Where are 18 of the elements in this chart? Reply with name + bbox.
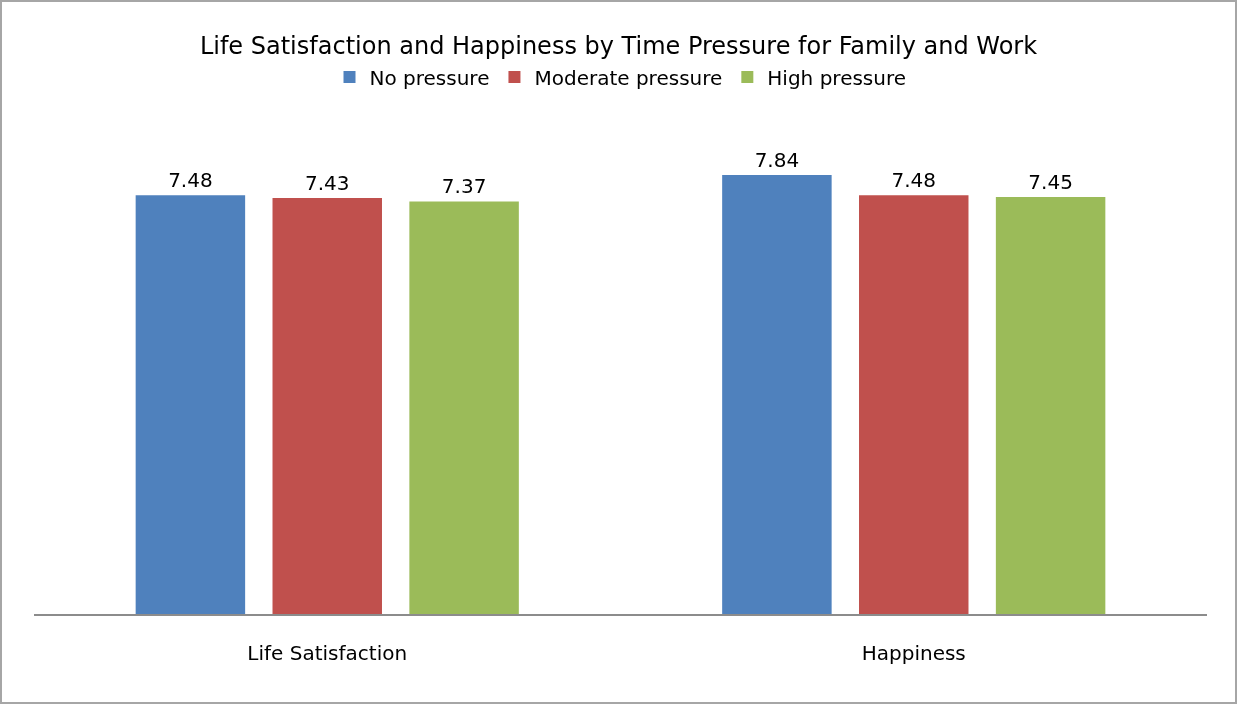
data-label: 7.43: [304, 171, 350, 196]
data-label: 7.84: [754, 148, 800, 173]
data-label: 7.45: [1028, 169, 1073, 194]
bar: [859, 195, 969, 614]
legend-label: No pressure: [369, 65, 490, 90]
legend-label: High pressure: [767, 65, 907, 90]
bar: [722, 175, 832, 614]
bar: [272, 198, 382, 614]
chart-title: Life Satisfaction and Happiness by Time Pressure for Family and Work: [199, 31, 1038, 60]
bar: [409, 201, 519, 614]
x-tick-label: Happiness: [861, 640, 966, 665]
x-tick-label: Life Satisfaction: [247, 640, 408, 665]
legend-label: Moderate pressure: [534, 65, 723, 90]
data-label: 7.48: [168, 168, 213, 193]
bar: [995, 196, 1106, 614]
data-label: 7.48: [891, 168, 937, 193]
bar: [135, 195, 246, 614]
data-label: 7.37: [441, 174, 487, 199]
